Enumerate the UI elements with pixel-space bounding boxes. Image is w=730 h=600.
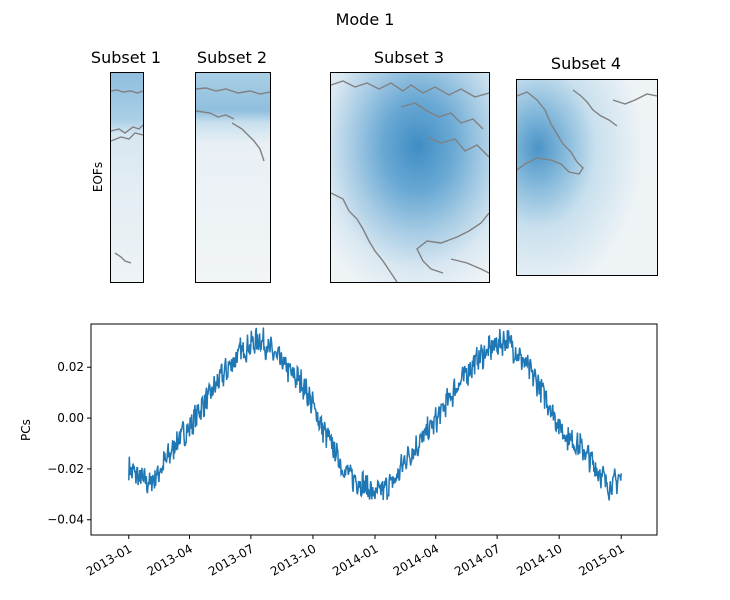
subset-1-title: Subset 1 (90, 48, 162, 67)
subset-3-map (330, 72, 490, 283)
x-tick-label: 2014-01 (330, 541, 380, 578)
subset-4-coastline (517, 89, 657, 175)
pc-ylabel: PCs (19, 419, 33, 441)
x-tick-label: 2014-07 (452, 541, 502, 578)
subset-4-field (517, 80, 657, 275)
subset-2-field (196, 73, 270, 282)
y-tick-label: −0.02 (47, 462, 84, 476)
x-tick-label: 2013-04 (145, 541, 195, 578)
x-ticks: 2013-01 2013-04 2013-07 2013-10 2014-01 2014-… (84, 535, 627, 579)
y-ticks: 0.02 0.00 −0.02 −0.04 (47, 360, 91, 527)
subset-1-field (111, 73, 143, 282)
subset-2-map (195, 72, 271, 283)
subset-4-map (516, 79, 658, 276)
figure-title: Mode 1 (335, 10, 395, 29)
x-tick-label: 2013-10 (268, 541, 318, 578)
subset-3-field (331, 73, 489, 282)
subset-1-coastline (111, 89, 143, 264)
subset-3-title: Subset 3 (373, 48, 445, 67)
x-tick-label: 2013-01 (84, 541, 134, 578)
subset-2-coastline (196, 87, 270, 162)
x-tick-label: 2013-07 (206, 541, 256, 578)
y-tick-label: −0.04 (47, 513, 84, 527)
y-tick-label: 0.02 (57, 360, 84, 374)
x-tick-label: 2014-04 (391, 541, 441, 578)
subset-2-title: Subset 2 (196, 48, 268, 67)
y-tick-label: 0.00 (57, 411, 84, 425)
subset-3-coastline (331, 80, 489, 282)
pc-series-line (128, 327, 622, 501)
plot-frame (90, 323, 658, 536)
x-tick-label: 2014-10 (514, 541, 564, 578)
x-tick-label: 2015-01 (576, 541, 626, 578)
subset-4-title: Subset 4 (550, 54, 622, 73)
subset-1-map (110, 72, 144, 283)
